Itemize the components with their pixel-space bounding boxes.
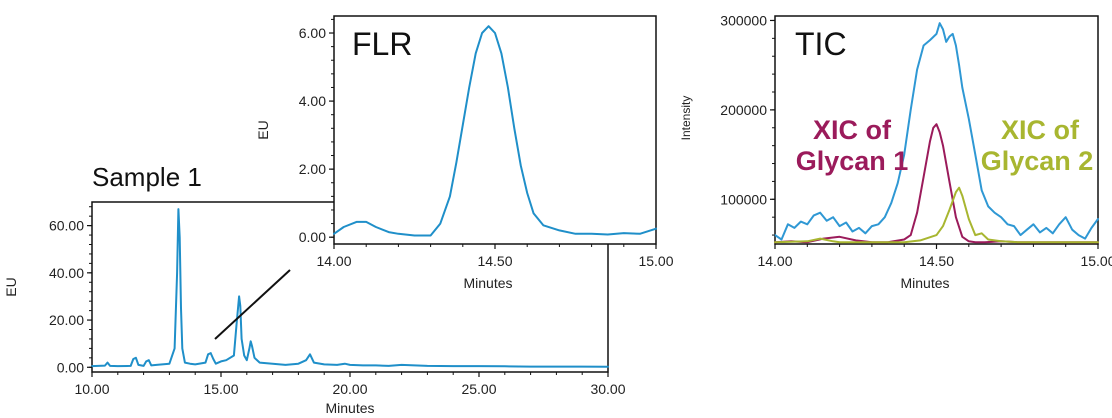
- flr-y-tick-label: 0.00: [299, 229, 326, 245]
- flr-series-line-0: [333, 25, 657, 237]
- sample-series-line-0: [91, 208, 609, 368]
- flr-y-tick-label: 2.00: [299, 161, 326, 177]
- tic-y-axis-label: Intensity: [679, 96, 693, 141]
- flr-plot-frame: [333, 15, 657, 245]
- flr-series-group: [333, 25, 657, 237]
- xic-glycan1-line2: Glycan 1: [796, 146, 909, 176]
- sample-x-tick-label: 20.00: [332, 381, 367, 397]
- sample-y-tick-label: 20.00: [49, 312, 84, 328]
- xic-glycan2-line1: XIC of: [1001, 115, 1080, 145]
- sample-x-tick-label: 15.00: [203, 381, 238, 397]
- flr-x-tick-label: 14.50: [477, 253, 512, 269]
- tic-series-line-2: [774, 186, 1099, 244]
- sample-x-tick-label: 25.00: [461, 381, 496, 397]
- flr-x-tick-label: 14.00: [316, 253, 351, 269]
- xic-glycan1-line1: XIC of: [813, 115, 892, 145]
- zoom-callout-line: [214, 269, 291, 340]
- sample-y-ticks: 0.00 20.00 40.00 60.00: [49, 206, 92, 375]
- tic-x-tick-label: 14.00: [757, 253, 792, 269]
- sample-x-axis-label: Minutes: [325, 400, 374, 416]
- flr-y-ticks: 0.00 2.00 4.00 6.00: [299, 18, 334, 245]
- flr-panel: FLR 14.00 14.50 15.00 0.00 2.00 4.00 6.00 Min…: [255, 15, 674, 291]
- sample-y-tick-label: 0.00: [57, 359, 84, 375]
- tic-title: TIC: [795, 26, 847, 62]
- sample-y-axis-label: EU: [3, 277, 19, 296]
- tic-y-ticks: 100000 200000 300000: [720, 12, 775, 236]
- sample-y-tick-label: 60.00: [49, 218, 84, 234]
- sample-series-group: [91, 208, 609, 368]
- tic-series-line-0: [774, 22, 1099, 241]
- sample-x-tick-label: 30.00: [590, 381, 625, 397]
- flr-x-axis-label: Minutes: [463, 275, 512, 291]
- tic-y-tick-label: 100000: [720, 191, 767, 207]
- tic-x-tick-label: 14.50: [919, 253, 954, 269]
- flr-y-tick-label: 6.00: [299, 25, 326, 41]
- tic-series-group: [774, 22, 1099, 244]
- tic-x-axis-label: Minutes: [900, 275, 949, 291]
- tic-y-tick-label: 300000: [720, 12, 767, 28]
- sample-title: Sample 1: [92, 162, 202, 192]
- sample-x-tick-label: 10.00: [74, 381, 109, 397]
- flr-x-ticks: 14.00 14.50 15.00: [316, 244, 674, 269]
- tic-y-tick-label: 200000: [720, 102, 767, 118]
- tic-x-ticks: 14.00 14.50 15.00: [757, 244, 1112, 269]
- flr-y-axis-label: EU: [255, 120, 271, 139]
- flr-y-tick-label: 4.00: [299, 93, 326, 109]
- sample-y-tick-label: 40.00: [49, 265, 84, 281]
- tic-plot-frame: [774, 15, 1099, 245]
- flr-x-tick-label: 15.00: [638, 253, 673, 269]
- xic-glycan2-line2: Glycan 2: [981, 146, 1094, 176]
- tic-panel: TIC 14.00 14.50 15.00 100000 200000 300000 M…: [679, 12, 1112, 291]
- sample-x-ticks: 10.00 15.00 20.00 25.00 30.00: [74, 372, 626, 397]
- tic-x-tick-label: 15.00: [1080, 253, 1112, 269]
- flr-title: FLR: [352, 26, 412, 62]
